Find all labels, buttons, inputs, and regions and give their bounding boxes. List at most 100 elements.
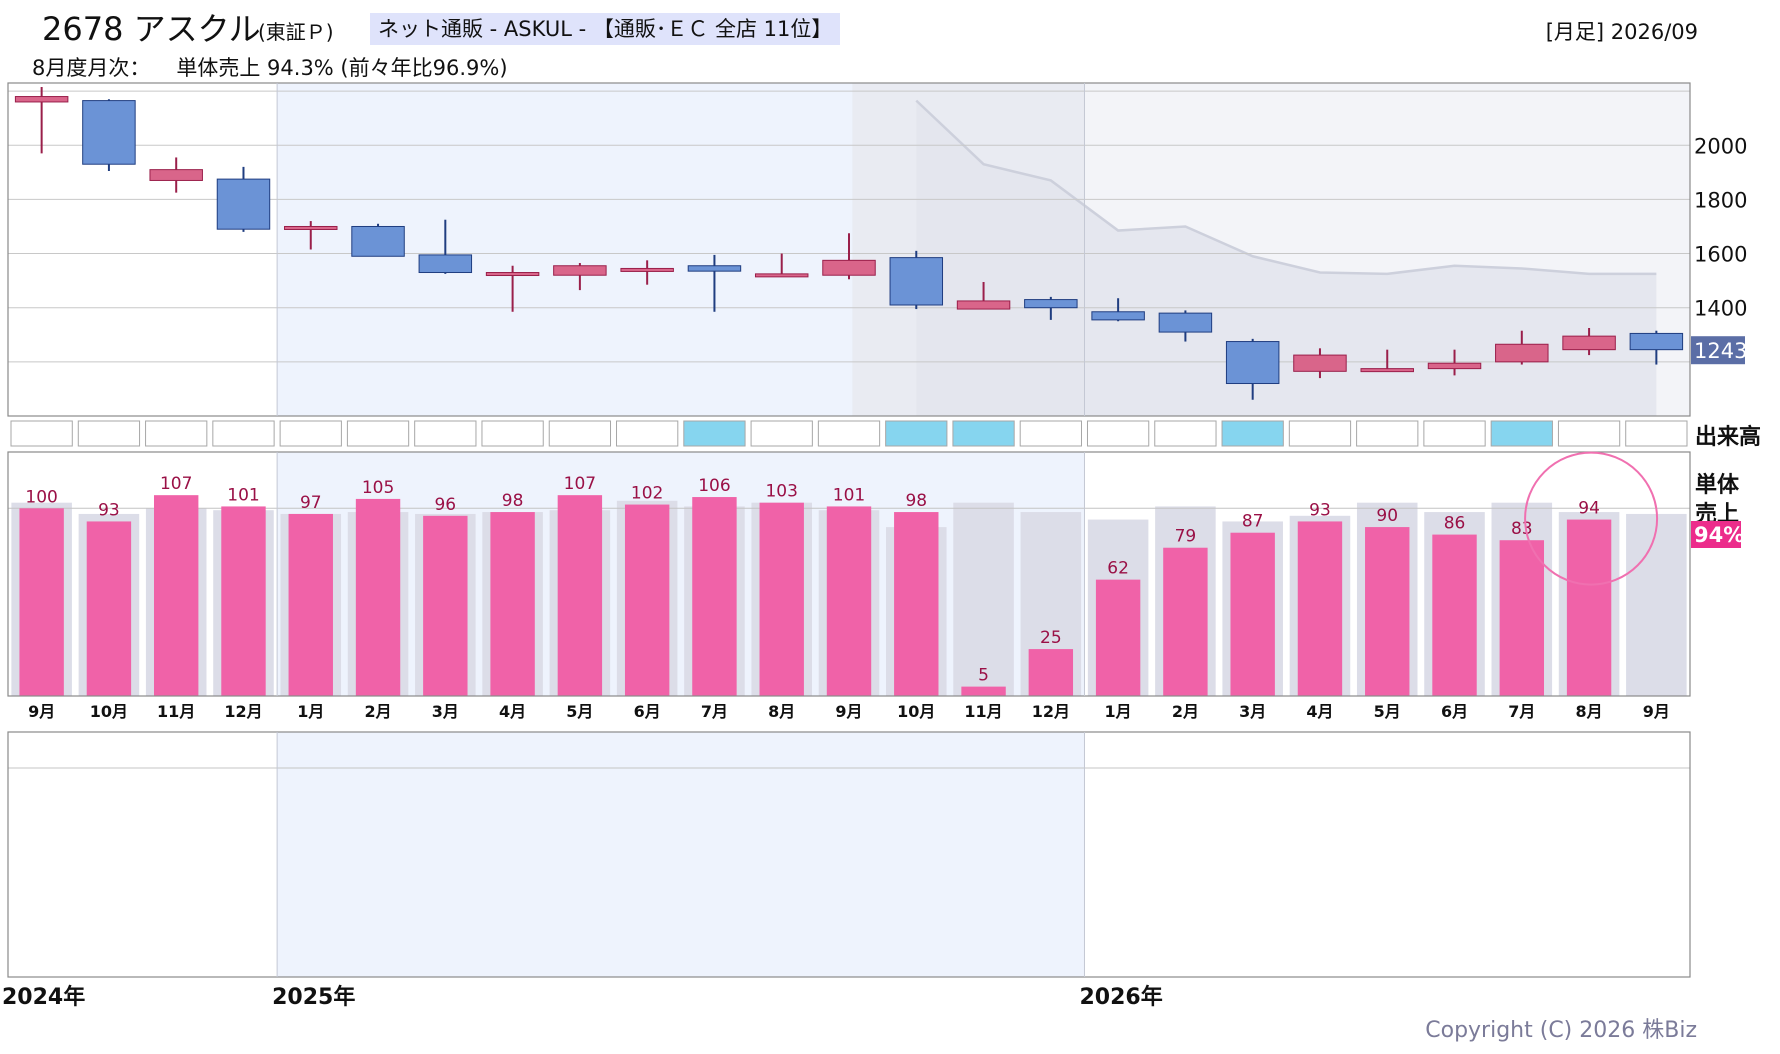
sales-bar	[826, 506, 872, 696]
candle	[14, 87, 69, 154]
month-label: 11月	[964, 702, 1002, 721]
candle	[1158, 310, 1213, 342]
sales-value-label: 25	[1040, 628, 1062, 648]
sales-badge-value: 94%	[1694, 523, 1744, 547]
sales-bar	[1028, 649, 1074, 696]
volume-cell	[1423, 420, 1486, 447]
period-label: [月足] 2026/09	[1545, 20, 1698, 44]
month-label: 9月	[835, 702, 862, 721]
candle-body	[889, 257, 944, 306]
price-tick-label: 1600	[1694, 243, 1747, 267]
sales-value-label: 100	[25, 487, 57, 507]
candle	[149, 157, 203, 193]
sales-value-label: 79	[1175, 527, 1197, 547]
last-price-badge	[1691, 336, 1745, 365]
monthly-summary: 8月度月次： 単体売上 94.3% (前々年比96.9%)	[32, 52, 508, 82]
highlight-circle	[1524, 451, 1659, 586]
last-price-value: 1243	[1694, 339, 1747, 363]
comparison-bar	[1626, 513, 1687, 696]
sales-value-label: 62	[1107, 559, 1129, 579]
year-label: 2026年	[1079, 984, 1162, 1010]
sales-bar	[221, 506, 266, 696]
candle-body	[1293, 354, 1347, 372]
candle	[956, 281, 1011, 310]
volume-cell	[952, 420, 1015, 447]
year-label: 2024年	[2, 984, 85, 1010]
month-label: 2月	[364, 702, 391, 721]
candle	[1293, 348, 1347, 379]
month-label: 5月	[566, 702, 593, 721]
candle	[1427, 349, 1482, 376]
candle	[553, 263, 607, 291]
month-label: 4月	[1306, 702, 1333, 721]
volume-cell	[1086, 420, 1150, 447]
bottom-highlight-band	[277, 732, 1085, 977]
month-label: 8月	[768, 702, 795, 721]
sales-bar	[1432, 534, 1477, 696]
candle	[418, 219, 473, 274]
volume-label: 出来高	[1695, 424, 1761, 450]
candle	[1225, 338, 1280, 400]
candle	[1091, 298, 1145, 322]
candle	[1562, 328, 1616, 356]
sales-bar	[288, 513, 333, 696]
sales-bar	[423, 515, 468, 696]
volume-cell	[616, 420, 679, 447]
candle-body	[1562, 335, 1616, 351]
bottom-panel-frame	[7, 731, 1691, 978]
sales-value-label: 5	[978, 666, 989, 686]
market-label: (東証Ｐ)	[258, 20, 334, 44]
candle	[351, 223, 405, 257]
month-label: 12月	[1032, 702, 1070, 721]
sales-highlight-band	[277, 452, 1085, 696]
candle-body	[82, 100, 136, 165]
candle	[822, 233, 876, 280]
sales-bar	[153, 495, 199, 696]
candle-body	[1091, 311, 1145, 321]
candle-body	[1495, 343, 1549, 363]
sales-panel-frame	[7, 451, 1691, 697]
sales-value-label: 86	[1444, 514, 1466, 534]
sales-bar	[1163, 547, 1208, 696]
sales-value-label: 107	[564, 474, 596, 494]
moving-average-area	[916, 100, 1657, 416]
month-label: 9月	[1643, 702, 1670, 721]
stock-title: 2678 アスクル	[42, 10, 261, 48]
sales-bar	[490, 512, 535, 696]
month-label: 6月	[634, 702, 661, 721]
month-label: 6月	[1441, 702, 1468, 721]
volume-cell	[1490, 420, 1553, 447]
sales-value-label: 103	[765, 482, 797, 502]
volume-cell	[683, 420, 746, 447]
volume-cell	[1356, 420, 1419, 447]
sales-bar	[1499, 540, 1545, 696]
candle	[754, 253, 809, 278]
sales-value-label: 93	[1309, 500, 1331, 520]
sales-bar	[759, 502, 804, 696]
month-label: 3月	[1239, 702, 1266, 721]
volume-cell	[10, 420, 73, 447]
volume-cell	[1625, 420, 1688, 447]
candle-body	[1629, 332, 1684, 351]
month-label: 7月	[1508, 702, 1535, 721]
sales-value-label: 102	[631, 484, 663, 504]
month-label: 10月	[897, 702, 935, 721]
candle-body	[216, 178, 271, 230]
sales-value-label: 93	[98, 500, 120, 520]
sales-bar	[86, 521, 132, 696]
moving-average-line	[915, 99, 1657, 276]
candle-body	[418, 254, 473, 274]
month-label: 8月	[1576, 702, 1603, 721]
sales-value-label: 90	[1376, 506, 1398, 526]
month-label: 11月	[157, 702, 195, 721]
candle	[82, 99, 136, 171]
candle	[889, 250, 944, 310]
sales-value-label: 98	[502, 491, 524, 511]
candle-body	[1427, 362, 1482, 370]
month-label: 1月	[297, 702, 324, 721]
price-tick-label: 1800	[1694, 188, 1747, 212]
candle	[1360, 349, 1414, 373]
monthly-label: 8月度月次：	[32, 56, 151, 80]
candle-body	[284, 225, 338, 230]
sales-value-label: 107	[160, 474, 192, 494]
